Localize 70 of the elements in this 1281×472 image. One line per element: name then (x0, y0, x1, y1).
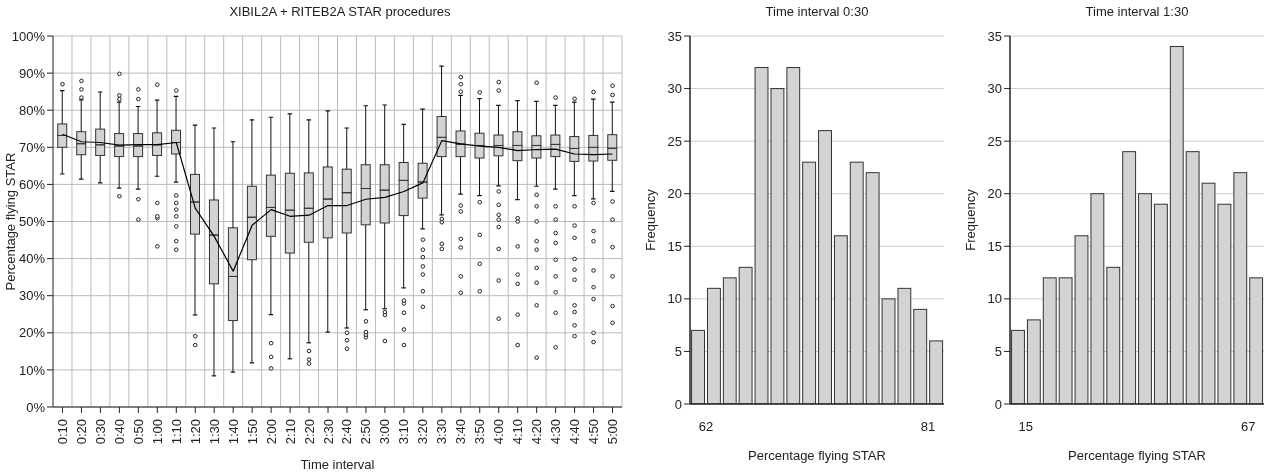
y-tick-label: 90% (18, 65, 46, 81)
x-tick-label: 4:20 (529, 419, 545, 445)
y-axis-title: Percentage flying STAR (2, 152, 18, 291)
x-tick-label: 1:30 (206, 419, 222, 445)
x-tick-label: 4:00 (491, 419, 507, 445)
x-tick-label: 1:00 (149, 419, 165, 445)
x-tick-label: 1:20 (187, 419, 203, 445)
chart-title: Time interval 1:30 (1084, 4, 1190, 19)
x-tick-label: 4:40 (567, 419, 583, 445)
y-tick-label: 30% (18, 288, 46, 304)
y-tick-label: 35 (667, 28, 682, 44)
x-tick-label: 4:10 (510, 419, 526, 445)
y-tick-label: 40% (18, 251, 46, 267)
x-tick-label: 3:10 (396, 419, 412, 445)
x-tick-label: 2:20 (301, 419, 317, 445)
y-tick-label: 80% (18, 102, 46, 118)
x-tick-label: 2:50 (358, 419, 374, 445)
y-tick-label: 100% (11, 28, 46, 44)
y-tick-label: 60% (18, 177, 46, 193)
x-axis-title: Percentage flying STAR (748, 448, 886, 463)
x-tick-label: 0:30 (92, 419, 108, 445)
x-tick-label: 3:30 (434, 419, 450, 445)
x-tick-label: 0:10 (54, 419, 70, 445)
y-tick-label: 30 (987, 81, 1002, 97)
x-tick-label: 0:20 (73, 419, 89, 445)
x-tick-label: 2:40 (339, 419, 355, 445)
y-tick-label: 15 (987, 238, 1002, 254)
x-axis-title: Percentage flying STAR (1068, 448, 1206, 463)
y-axis-title: Frequency (962, 188, 978, 251)
x-tick-label: 1:10 (168, 419, 184, 445)
y-tick-label: 15 (667, 238, 682, 254)
x-tick-label: 0:40 (111, 419, 127, 445)
x-tick-label: 3:40 (453, 419, 469, 445)
x-tick-label: 3:00 (377, 419, 393, 445)
y-tick-label: 0% (26, 399, 46, 415)
x-tick-label: 4:50 (586, 419, 602, 445)
y-tick-label: 0 (994, 396, 1002, 412)
chart-title: Time interval 0:30 (764, 4, 870, 19)
y-tick-label: 70% (18, 139, 46, 155)
x-tick-label: 15 (1018, 419, 1034, 435)
y-tick-label: 10% (18, 362, 46, 378)
y-tick-label: 5 (674, 344, 682, 360)
x-tick-label: 3:50 (472, 419, 488, 445)
x-tick-label: 0:50 (130, 419, 146, 445)
x-tick-label: 62 (698, 419, 714, 435)
x-tick-label: 81 (920, 419, 936, 435)
x-tick-label: 3:20 (415, 419, 431, 445)
x-tick-label: 2:00 (263, 419, 279, 445)
x-tick-label: 1:50 (244, 419, 260, 445)
x-tick-label: 5:00 (605, 419, 621, 445)
x-tick-label: 4:30 (548, 419, 564, 445)
y-tick-label: 10 (987, 291, 1002, 307)
y-tick-label: 30 (667, 81, 682, 97)
y-tick-label: 35 (987, 28, 1002, 44)
y-tick-label: 25 (667, 133, 682, 149)
y-tick-label: 50% (18, 214, 46, 230)
y-tick-label: 20 (987, 186, 1002, 202)
y-tick-label: 5 (994, 344, 1002, 360)
x-tick-label: 2:10 (282, 419, 298, 445)
chart-title: XIBIL2A + RITEB2A STAR procedures (228, 4, 452, 19)
y-tick-label: 10 (667, 291, 682, 307)
y-tick-label: 20% (18, 325, 46, 341)
y-axis-title: Frequency (642, 188, 658, 251)
x-axis-title: Time interval (300, 457, 375, 472)
x-tick-label: 2:30 (320, 419, 336, 445)
y-tick-label: 20 (667, 186, 682, 202)
y-tick-label: 25 (987, 133, 1002, 149)
y-tick-label: 0 (674, 396, 682, 412)
x-tick-label: 67 (1240, 419, 1256, 435)
x-tick-label: 1:40 (225, 419, 241, 445)
